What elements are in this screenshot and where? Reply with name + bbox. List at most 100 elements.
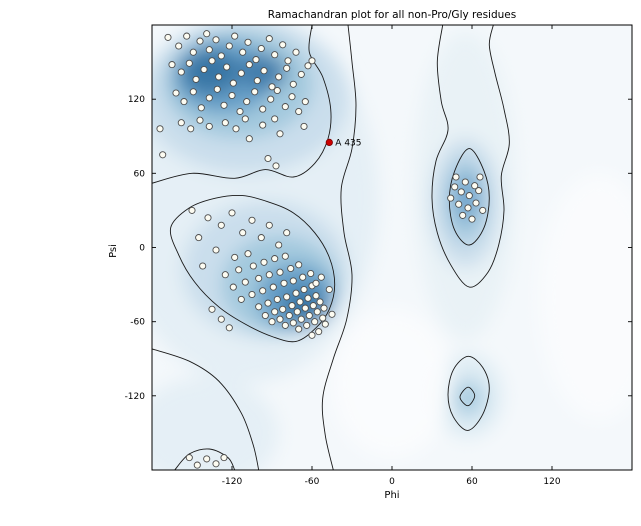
residue-point	[243, 98, 251, 106]
residue-point	[289, 277, 297, 285]
residue-point	[239, 48, 247, 56]
residue-point	[177, 68, 185, 76]
residue-point	[192, 75, 200, 83]
residue-point	[283, 293, 291, 301]
x-tick-label: 60	[466, 477, 478, 487]
residue-point	[213, 85, 221, 93]
residue-point	[288, 302, 296, 310]
residue-point	[208, 305, 216, 313]
residue-point	[203, 455, 211, 463]
residue-point	[271, 255, 279, 263]
residue-point	[221, 119, 229, 127]
residue-point	[180, 98, 188, 106]
residue-point	[280, 279, 288, 287]
residue-point	[319, 314, 327, 322]
residue-point	[235, 266, 243, 274]
residue-point	[156, 125, 164, 133]
residue-point	[245, 135, 253, 143]
residue-point	[457, 188, 465, 196]
residue-point	[217, 315, 225, 323]
residue-point	[268, 318, 276, 326]
residue-point	[257, 234, 265, 242]
density-blob	[152, 377, 279, 470]
y-tick-label: 0	[139, 244, 145, 254]
residue-point	[229, 79, 237, 87]
residue-point	[185, 59, 193, 67]
density-blob	[538, 173, 632, 421]
residue-point	[296, 298, 304, 306]
residue-point	[208, 57, 216, 65]
residue-point	[451, 183, 459, 191]
residue-point	[267, 95, 275, 103]
residue-point	[304, 62, 312, 70]
residue-point	[229, 283, 237, 291]
residue-point	[259, 105, 267, 113]
contour-central-divider	[321, 25, 357, 470]
residue-point	[297, 315, 305, 323]
residue-point	[200, 65, 208, 74]
contour-layer	[152, 25, 510, 470]
residue-point	[276, 268, 284, 276]
residue-point	[317, 273, 325, 281]
residue-point	[301, 98, 309, 106]
residue-point	[185, 454, 193, 462]
residue-point	[300, 122, 308, 130]
residue-point	[244, 250, 252, 258]
residue-point	[479, 206, 487, 214]
y-tick-label: 120	[128, 95, 145, 105]
residue-point	[299, 273, 307, 281]
highlight-point	[325, 138, 333, 146]
residue-point	[283, 229, 291, 237]
residue-point	[300, 285, 308, 294]
residue-point	[220, 101, 228, 109]
chart-title: Ramachandran plot for all non-Pro/Gly re…	[268, 9, 516, 21]
y-axis-label: Psi	[108, 244, 119, 258]
residue-point	[196, 37, 204, 45]
residue-point	[312, 292, 320, 300]
residue-point	[196, 116, 204, 124]
residue-point	[265, 221, 273, 229]
residue-point	[172, 89, 180, 97]
residue-point	[205, 122, 213, 130]
residue-point	[325, 285, 333, 294]
residue-point	[292, 289, 300, 297]
residue-point	[279, 305, 287, 313]
residue-point	[251, 88, 259, 96]
residue-point	[168, 61, 176, 69]
contour-right-outer-boundary	[431, 25, 510, 288]
residue-point	[293, 308, 301, 316]
residue-point	[245, 61, 253, 69]
residue-point	[260, 258, 268, 266]
residue-point	[225, 42, 233, 50]
residue-point	[295, 107, 303, 116]
contour-bottom-right-outer	[447, 355, 490, 431]
residue-point	[248, 290, 256, 299]
contour-left-handed-alpha-inner	[448, 148, 490, 246]
density-blob	[452, 379, 484, 417]
residue-point	[307, 269, 315, 278]
residue-point	[284, 57, 292, 65]
residue-point	[252, 56, 260, 64]
residue-point	[255, 303, 263, 311]
residue-point	[283, 64, 291, 72]
residue-point	[164, 33, 172, 41]
residue-point	[236, 107, 244, 116]
residue-point	[472, 199, 480, 207]
density-blob	[332, 309, 452, 458]
residue-point	[465, 192, 473, 200]
plot-area: A 435 -120 -60 0 60 120 -120 -60 0 60 120	[125, 24, 633, 487]
residue-point	[328, 310, 336, 318]
residue-point	[203, 30, 211, 38]
residue-point	[281, 252, 289, 260]
residue-point	[260, 67, 268, 75]
residue-point	[204, 214, 212, 222]
residue-point	[289, 80, 297, 88]
residue-point	[281, 103, 289, 111]
x-tick-label: -60	[305, 477, 320, 487]
residue-point	[303, 321, 311, 329]
residue-point	[188, 206, 196, 214]
residue-point	[273, 295, 281, 303]
residue-point	[193, 461, 201, 469]
